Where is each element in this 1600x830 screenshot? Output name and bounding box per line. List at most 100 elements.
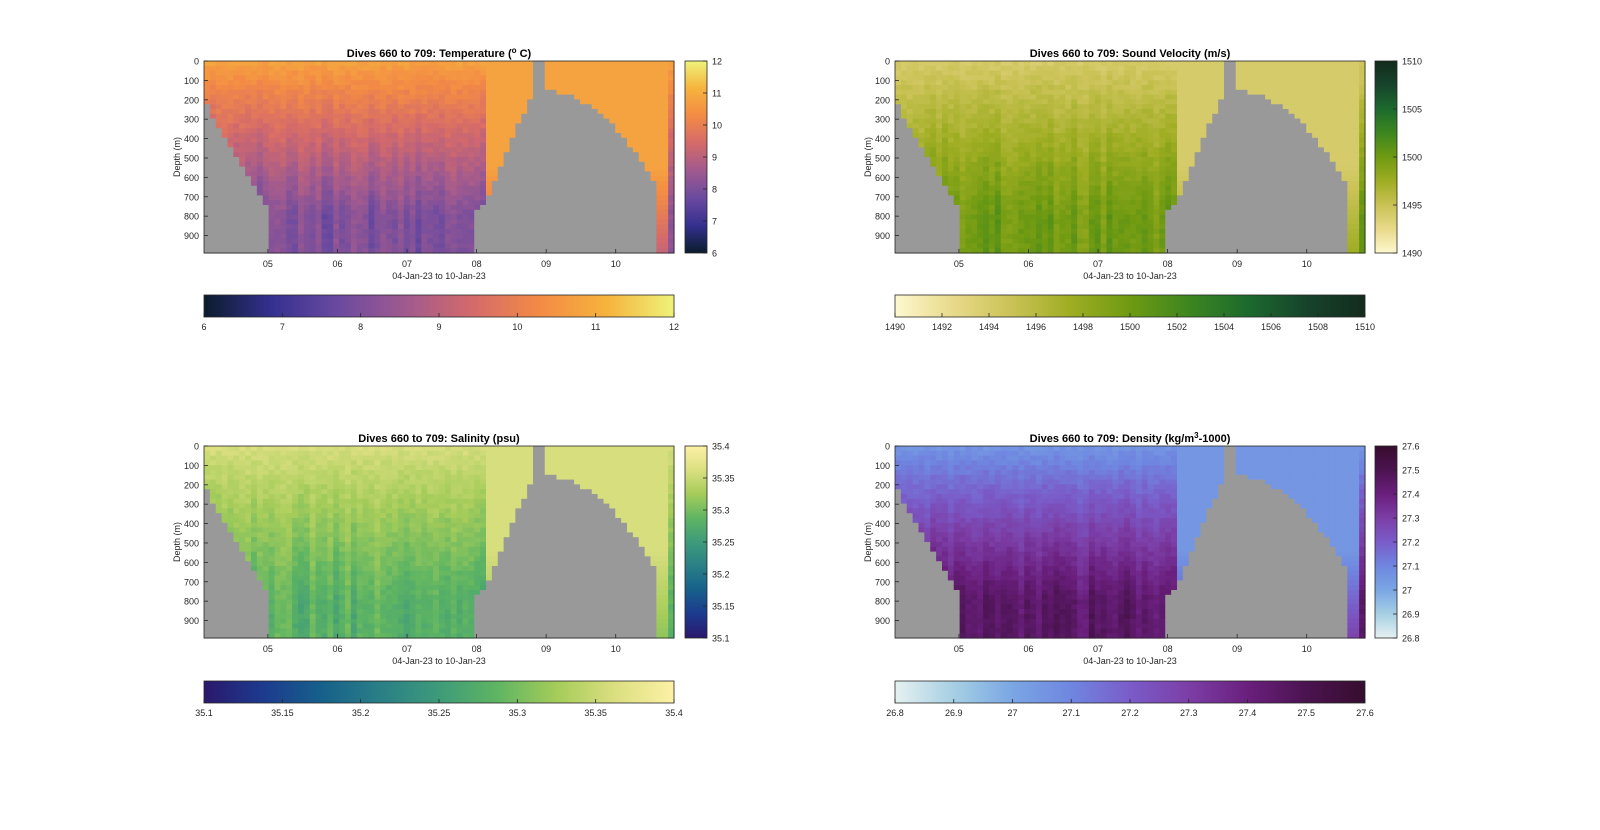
- heatmap-cell: [233, 133, 240, 139]
- heatmap-cell: [1047, 152, 1055, 158]
- heatmap-cell: [1088, 233, 1096, 240]
- heatmap-cell: [280, 142, 287, 148]
- heatmap-cell: [930, 243, 937, 249]
- heatmap-cell: [533, 65, 540, 72]
- heatmap-cell: [362, 157, 370, 163]
- heatmap-cell: [509, 224, 516, 230]
- heatmap-cell: [662, 123, 669, 129]
- heatmap-cell: [1141, 128, 1149, 134]
- heatmap-cell: [450, 185, 458, 192]
- heatmap-cell: [550, 61, 558, 67]
- heatmap-cell: [989, 123, 996, 129]
- heatmap-cell: [386, 147, 393, 153]
- heatmap-cell: [309, 190, 317, 196]
- heatmap-cell: [392, 142, 399, 148]
- heatmap-cell: [597, 229, 605, 235]
- heatmap-cell: [971, 229, 978, 235]
- heatmap-cell: [989, 171, 996, 177]
- heatmap-cell: [374, 161, 381, 168]
- heatmap-cell: [368, 128, 375, 134]
- heatmap-cell: [1124, 181, 1131, 187]
- heatmap-cell: [521, 205, 528, 211]
- heatmap-cell: [1047, 142, 1055, 148]
- heatmap-cell: [662, 99, 669, 105]
- heatmap-cell: [315, 142, 323, 148]
- heatmap-cell: [585, 113, 593, 120]
- heatmap-cell: [977, 171, 984, 177]
- heatmap-cell: [397, 171, 405, 177]
- heatmap-cell: [515, 195, 522, 201]
- heatmap-cell: [286, 152, 293, 158]
- heatmap-cell: [262, 224, 270, 230]
- heatmap-cell: [503, 229, 511, 235]
- heatmap-cell: [1071, 137, 1078, 144]
- heatmap-cell: [1059, 70, 1066, 76]
- heatmap-cell: [509, 113, 516, 120]
- heatmap-cell: [971, 219, 978, 225]
- heatmap-cell: [983, 94, 990, 100]
- heatmap-cell: [439, 200, 446, 206]
- heatmap-cell: [544, 233, 552, 240]
- heatmap-cell: [1100, 185, 1108, 192]
- heatmap-cell: [977, 181, 984, 187]
- heatmap-cell: [936, 142, 943, 148]
- heatmap-cell: [491, 205, 499, 211]
- heatmap-cell: [221, 109, 229, 115]
- heatmap-cell: [362, 171, 370, 177]
- heatmap-cell: [627, 219, 634, 225]
- heatmap-cell: [503, 99, 511, 105]
- heatmap-cell: [632, 123, 640, 129]
- heatmap-cell: [936, 123, 943, 129]
- heatmap-cell: [468, 118, 475, 124]
- heatmap-cell: [947, 181, 955, 187]
- heatmap-cell: [251, 205, 258, 211]
- heatmap-cell: [1030, 118, 1037, 124]
- heatmap-cell: [1135, 200, 1143, 206]
- heatmap-cell: [303, 205, 311, 211]
- heatmap-cell: [632, 248, 640, 254]
- heatmap-cell: [356, 142, 364, 148]
- heatmap-cell: [942, 133, 949, 139]
- heatmap-cell: [380, 214, 387, 220]
- heatmap-cell: [1130, 104, 1137, 110]
- heatmap-cell: [1141, 190, 1149, 196]
- heatmap-cell: [509, 61, 516, 67]
- heatmap-cell: [421, 205, 428, 211]
- heatmap-cell: [1088, 243, 1096, 249]
- heatmap-cell: [209, 200, 217, 206]
- heatmap-cell: [356, 238, 364, 244]
- heatmap-cell: [656, 133, 663, 139]
- heatmap-cell: [965, 166, 972, 172]
- heatmap-cell: [1141, 152, 1149, 158]
- heatmap-cell: [1147, 94, 1155, 100]
- heatmap-cell: [1130, 200, 1137, 206]
- heatmap-cell: [215, 128, 223, 134]
- heatmap-cell: [936, 109, 943, 115]
- heatmap-cell: [204, 128, 211, 134]
- heatmap-cell: [1018, 190, 1025, 196]
- heatmap-cell: [345, 185, 352, 192]
- heatmap-cell: [433, 243, 440, 249]
- heatmap-cell: [227, 70, 234, 76]
- heatmap-cell: [632, 113, 640, 120]
- heatmap-cell: [638, 94, 646, 100]
- y-axis-label: Depth (m): [172, 137, 182, 177]
- heatmap-cell: [327, 224, 334, 230]
- heatmap-cell: [527, 219, 534, 225]
- heatmap-cell: [368, 109, 375, 115]
- heatmap-cell: [1053, 219, 1061, 225]
- heatmap-cell: [298, 70, 305, 76]
- heatmap-cell: [292, 176, 299, 182]
- heatmap-cell: [433, 128, 440, 134]
- heatmap-cell: [1000, 205, 1008, 211]
- heatmap-cell: [1030, 205, 1037, 211]
- heatmap-cell: [574, 190, 581, 196]
- heatmap-cell: [615, 185, 622, 192]
- heatmap-cell: [662, 128, 669, 134]
- heatmap-cell: [1071, 142, 1078, 148]
- heatmap-cell: [403, 157, 411, 163]
- heatmap-cell: [286, 94, 293, 100]
- heatmap-cell: [1100, 200, 1108, 206]
- heatmap-cell: [1000, 209, 1008, 216]
- heatmap-cell: [644, 224, 652, 230]
